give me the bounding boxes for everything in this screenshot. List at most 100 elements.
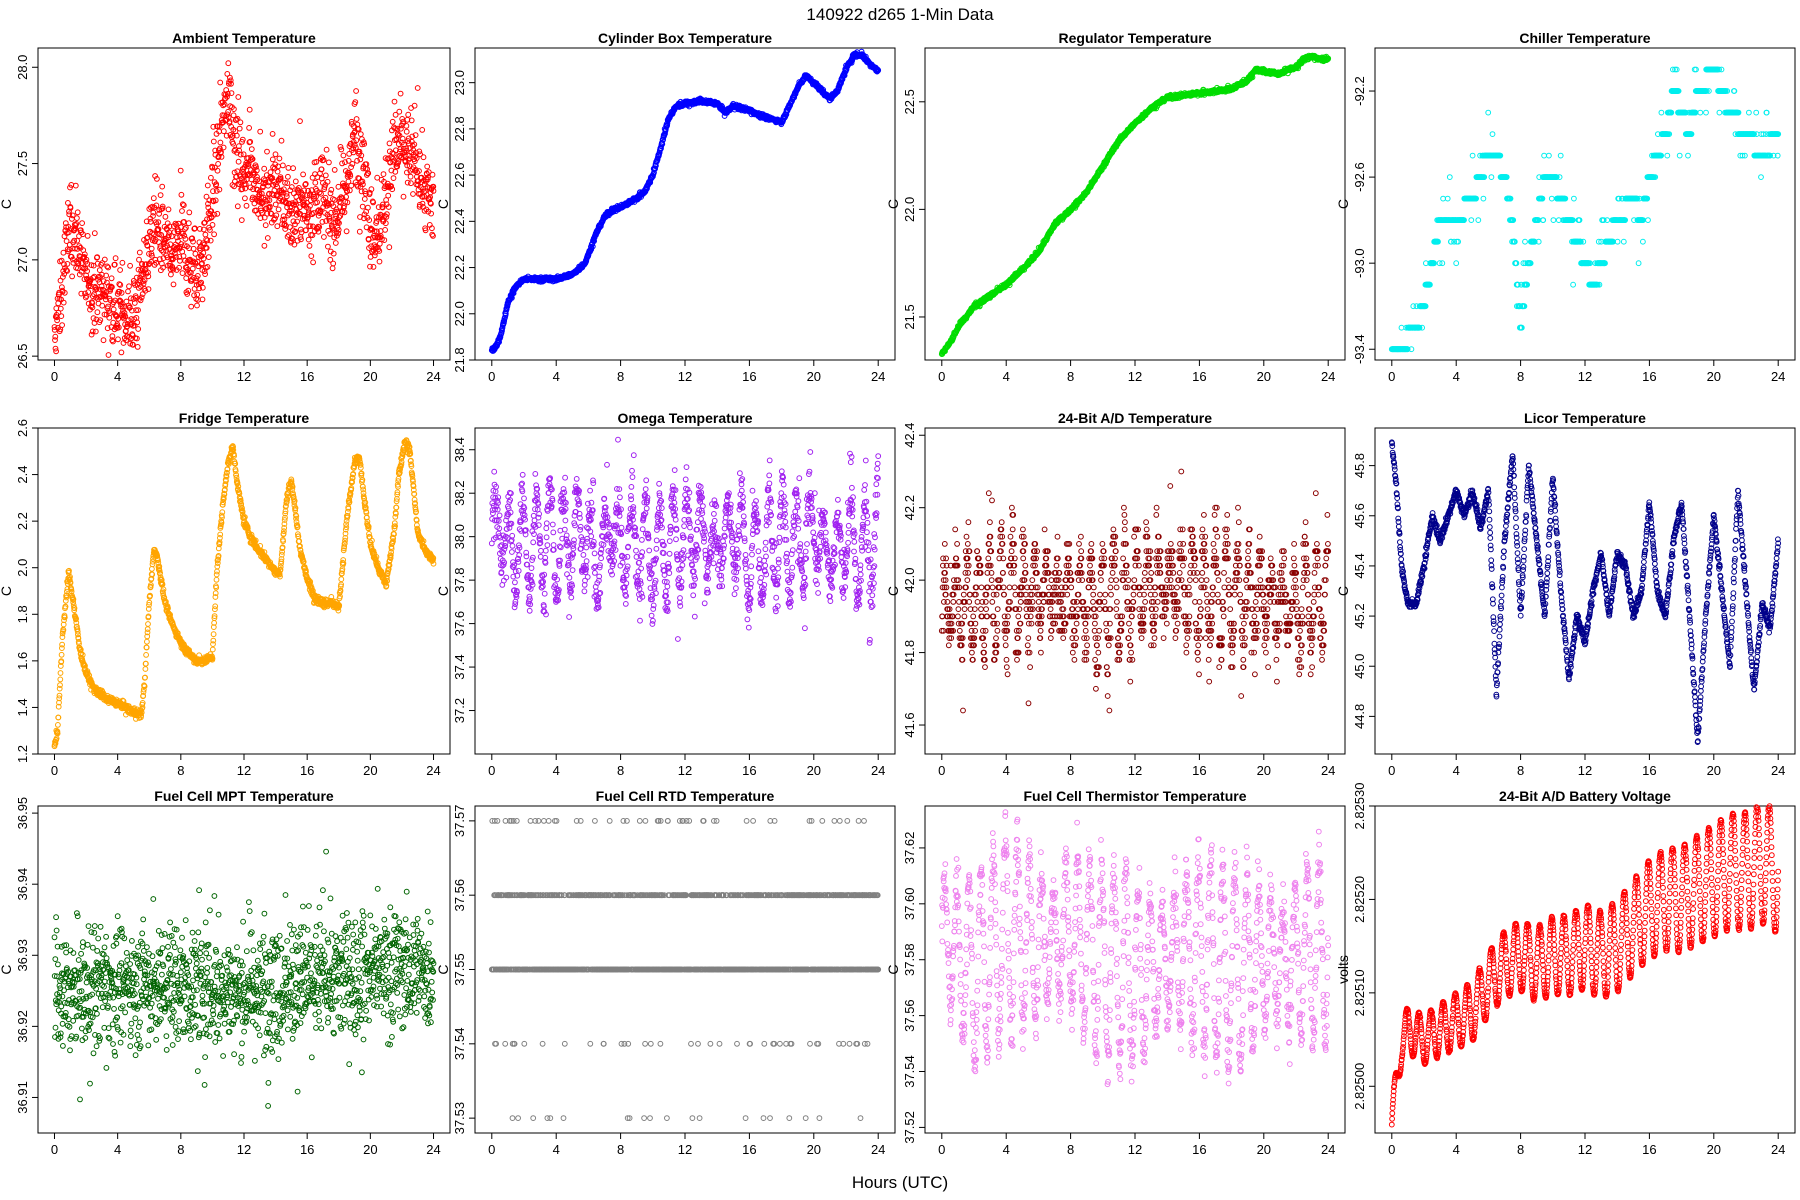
data-point [208, 208, 215, 215]
y-tick-label: 27.0 [15, 247, 30, 272]
data-point [110, 338, 116, 345]
data-point [103, 289, 110, 295]
data-point [176, 264, 183, 271]
data-point [152, 173, 159, 179]
data-point [224, 90, 231, 97]
data-point [182, 226, 188, 233]
data-point [138, 294, 145, 301]
data-point [288, 235, 295, 242]
data-point [180, 202, 187, 209]
data-point [71, 237, 78, 244]
data-point [267, 210, 274, 217]
data-point [237, 119, 244, 126]
data-point [230, 140, 237, 147]
data-point [235, 94, 242, 100]
data-point [339, 160, 346, 167]
data-point [202, 271, 209, 278]
data-point [156, 210, 163, 217]
data-point [272, 151, 279, 158]
data-point [391, 98, 398, 105]
data-point [356, 228, 363, 235]
data-point [234, 168, 241, 175]
data-point [348, 182, 355, 189]
data-point [262, 222, 269, 229]
data-point [106, 310, 113, 317]
data-point [165, 232, 172, 239]
data-point [208, 174, 214, 181]
data-point [52, 337, 58, 344]
data-point [1453, 260, 1460, 267]
data-point [226, 118, 233, 125]
data-point [214, 167, 221, 174]
data-point [74, 215, 80, 222]
data-point [72, 245, 78, 252]
data-series [1388, 66, 1782, 353]
data-point [234, 203, 241, 210]
data-point [234, 115, 241, 122]
data-point [205, 200, 211, 207]
data-point [80, 231, 86, 238]
data-point [359, 203, 366, 210]
data-point [237, 151, 244, 158]
data-point [135, 307, 141, 314]
data-point [233, 173, 240, 180]
data-point [330, 260, 337, 267]
data-point [149, 252, 155, 259]
x-tick-label: 24 [1771, 369, 1785, 384]
data-point [128, 321, 135, 328]
data-point [276, 155, 283, 162]
data-point [274, 223, 281, 230]
data-point [168, 233, 175, 240]
data-point [93, 286, 100, 293]
data-point [200, 250, 207, 256]
data-point [75, 260, 82, 267]
x-tick-label: 16 [742, 369, 756, 384]
data-point [150, 213, 156, 219]
data-point [273, 212, 280, 219]
data-point [225, 60, 232, 67]
x-tick-label: 24 [1321, 369, 1335, 384]
data-point [181, 232, 188, 239]
data-point [99, 302, 106, 309]
x-tick-label: 8 [177, 369, 184, 384]
data-point [424, 163, 431, 170]
data-point [133, 274, 140, 281]
data-point [1485, 109, 1492, 116]
data-point [288, 208, 295, 214]
y-tick-label: 22.0 [902, 197, 917, 222]
data-point [96, 267, 103, 274]
data-point [305, 236, 312, 243]
data-point [267, 203, 273, 210]
data-point [389, 118, 396, 125]
data-point [125, 288, 131, 295]
data-point [166, 223, 173, 230]
data-point [264, 197, 271, 204]
data-point [89, 300, 95, 307]
data-point [290, 165, 297, 172]
data-point [269, 131, 276, 137]
data-point [264, 148, 270, 155]
data-point [197, 226, 203, 232]
x-tick-label: 16 [300, 369, 314, 384]
data-point [117, 267, 123, 273]
data-point [419, 126, 426, 133]
data-point [429, 171, 436, 178]
data-point [221, 101, 228, 108]
data-point [81, 251, 88, 258]
data-point [231, 106, 237, 112]
y-axis-label: C [0, 199, 14, 209]
data-point [257, 128, 264, 135]
data-point [153, 259, 160, 266]
data-point [88, 262, 95, 269]
x-tick-label: 0 [938, 369, 945, 384]
data-point [323, 146, 330, 153]
x-tick-label: 16 [1192, 369, 1206, 384]
data-point [60, 249, 67, 256]
data-point [183, 224, 189, 231]
data-point [91, 230, 98, 237]
data-point [233, 132, 240, 139]
data-point [154, 176, 160, 182]
data-point [214, 210, 221, 217]
